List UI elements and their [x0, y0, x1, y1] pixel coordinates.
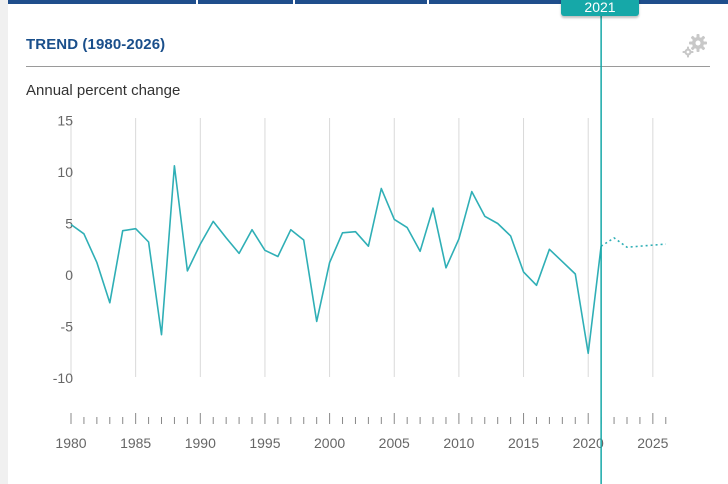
top-bar-divider: [196, 0, 198, 4]
panel-title: TREND (1980-2026): [26, 36, 166, 53]
y-tick-label: 0: [65, 267, 73, 283]
y-tick-label: 5: [65, 216, 73, 232]
x-tick-label: 1980: [55, 435, 86, 451]
x-tick-label: 1985: [120, 435, 151, 451]
x-tick-label: 2005: [379, 435, 410, 451]
selected-year-marker[interactable]: 2021: [561, 0, 639, 16]
top-bar-divider: [293, 0, 295, 4]
y-axis-label: Annual percent change: [26, 82, 181, 99]
x-tick-label: 2000: [314, 435, 345, 451]
selected-year-label: 2021: [584, 0, 616, 15]
x-tick-label: 1995: [249, 435, 280, 451]
x-tick-label: 2020: [573, 435, 604, 451]
x-tick-label: 2010: [443, 435, 474, 451]
x-tick-label: 2025: [637, 435, 668, 451]
title-divider: [26, 66, 710, 67]
x-tick-label: 1990: [185, 435, 216, 451]
gear-icon[interactable]: [681, 32, 709, 60]
historical-series-line: [70, 165, 602, 355]
trend-panel: [8, 0, 728, 484]
top-accent-bar: [8, 0, 728, 4]
y-tick-label: -10: [53, 370, 73, 386]
y-tick-label: 15: [57, 113, 73, 129]
y-tick-label: -5: [61, 319, 74, 335]
x-tick-label: 2015: [508, 435, 539, 451]
y-tick-label: 10: [57, 164, 73, 180]
projection-series-line: [600, 237, 666, 248]
top-bar-divider: [427, 0, 429, 4]
